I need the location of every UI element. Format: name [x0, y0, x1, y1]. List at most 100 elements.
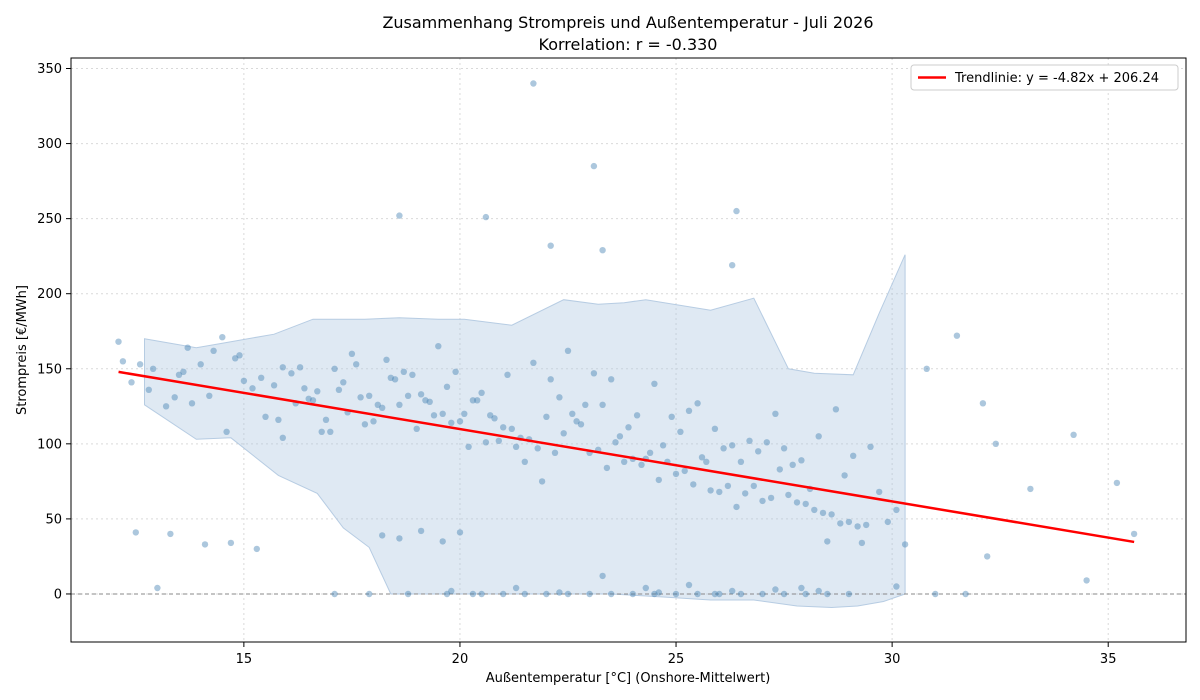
- scatter-point: [564, 347, 572, 354]
- scatter-point: [793, 499, 801, 506]
- chart-subtitle: Korrelation: r = -0.330: [539, 35, 718, 54]
- scatter-point: [780, 590, 788, 598]
- scatter-point: [551, 449, 559, 456]
- scatter-point: [832, 406, 840, 413]
- scatter-point: [901, 541, 909, 548]
- scatter-point: [590, 162, 598, 170]
- scatter-point: [729, 587, 736, 595]
- y-tick-label: 300: [37, 137, 62, 152]
- scatter-point: [361, 421, 369, 428]
- scatter-point: [305, 395, 312, 402]
- scatter-point: [802, 500, 809, 508]
- trend-line: [118, 370, 1135, 544]
- scatter-point: [227, 539, 235, 547]
- scatter-point: [448, 419, 455, 426]
- scatter-point: [504, 371, 511, 378]
- scatter-point: [651, 590, 658, 598]
- scatter-point: [729, 442, 736, 449]
- scatter-point: [331, 365, 338, 372]
- scatter-point: [603, 464, 611, 472]
- scatter-point: [318, 428, 325, 435]
- scatter-point: [443, 590, 451, 598]
- scatter-point: [824, 538, 831, 545]
- scatter-point: [750, 482, 757, 490]
- scatter-point: [811, 506, 818, 514]
- scatter-point: [1113, 479, 1121, 487]
- scatter-point: [353, 361, 360, 368]
- scatter-point: [249, 385, 256, 392]
- scatter-point: [711, 425, 719, 432]
- scatter-point: [755, 448, 762, 455]
- scatter-point: [776, 466, 783, 473]
- scatter-point: [698, 454, 706, 461]
- scatter-point: [530, 359, 537, 366]
- scatter-point: [560, 430, 567, 437]
- scatter-point: [672, 470, 680, 478]
- scatter-point: [258, 374, 265, 381]
- scatter-point: [448, 587, 455, 595]
- scatter-point: [569, 410, 576, 417]
- scatter-point: [582, 401, 589, 408]
- scatter-point: [642, 584, 649, 592]
- scatter-point: [219, 334, 226, 341]
- scatter-point: [500, 590, 507, 598]
- scatter-point: [789, 461, 796, 468]
- scatter-point: [819, 509, 827, 517]
- scatter-point: [772, 410, 779, 417]
- scatter-point: [154, 584, 161, 592]
- scatter-point: [815, 587, 822, 595]
- scatter-point: [456, 418, 464, 425]
- scatter-point: [716, 488, 723, 496]
- scatter-point: [236, 352, 243, 359]
- scatter-point: [474, 397, 481, 404]
- scatter-point: [422, 397, 429, 404]
- scatter-point: [232, 355, 239, 362]
- x-axis-ticks: 15 20 25 30 35: [236, 642, 1116, 667]
- scatter-point: [616, 433, 624, 440]
- scatter-point: [500, 424, 507, 431]
- confidence-band: [144, 254, 906, 609]
- scatter-point: [845, 590, 853, 598]
- scatter-point: [327, 428, 334, 435]
- scatter-point: [720, 445, 727, 452]
- scatter-point: [495, 437, 502, 444]
- scatter-point: [556, 589, 563, 596]
- scatter-point: [456, 529, 464, 536]
- scatter-point: [335, 386, 343, 393]
- scatter-point: [279, 364, 286, 371]
- x-tick-label: 30: [884, 652, 901, 667]
- scatter-point: [482, 213, 490, 221]
- scatter-point: [301, 385, 308, 392]
- scatter-point: [357, 394, 364, 401]
- trend-line-layer: [118, 370, 1135, 544]
- y-tick-label: 350: [37, 62, 62, 77]
- scatter-point: [763, 439, 770, 446]
- scatter-point: [867, 443, 874, 450]
- scatter-point: [387, 374, 394, 381]
- scatter-point: [128, 379, 135, 386]
- scatter-point: [366, 392, 373, 399]
- scatter-point: [633, 412, 641, 419]
- scatter-point: [716, 590, 723, 598]
- scatter-point: [599, 247, 606, 254]
- scatter-point: [1083, 577, 1090, 584]
- scatter-point: [149, 365, 157, 372]
- scatter-point: [638, 461, 645, 468]
- y-axis-label: Strompreis [€/MWh]: [15, 285, 30, 415]
- scatter-point: [625, 424, 632, 431]
- scatter-point: [478, 590, 485, 598]
- data-points-layer: [115, 80, 1138, 598]
- scatter-point: [188, 400, 196, 407]
- scatter-point: [599, 572, 606, 580]
- scatter-point: [828, 511, 835, 518]
- scatter-point: [1027, 485, 1034, 493]
- scatter-point: [547, 376, 554, 383]
- scatter-point: [629, 590, 636, 598]
- scatter-point: [396, 535, 403, 542]
- scatter-point: [953, 332, 961, 339]
- y-axis-ticks: 0 50 100 150 200 250 300 350: [37, 62, 71, 602]
- plot-frame: [70, 57, 1187, 643]
- scatter-point: [521, 590, 528, 598]
- scatter-point: [780, 445, 788, 452]
